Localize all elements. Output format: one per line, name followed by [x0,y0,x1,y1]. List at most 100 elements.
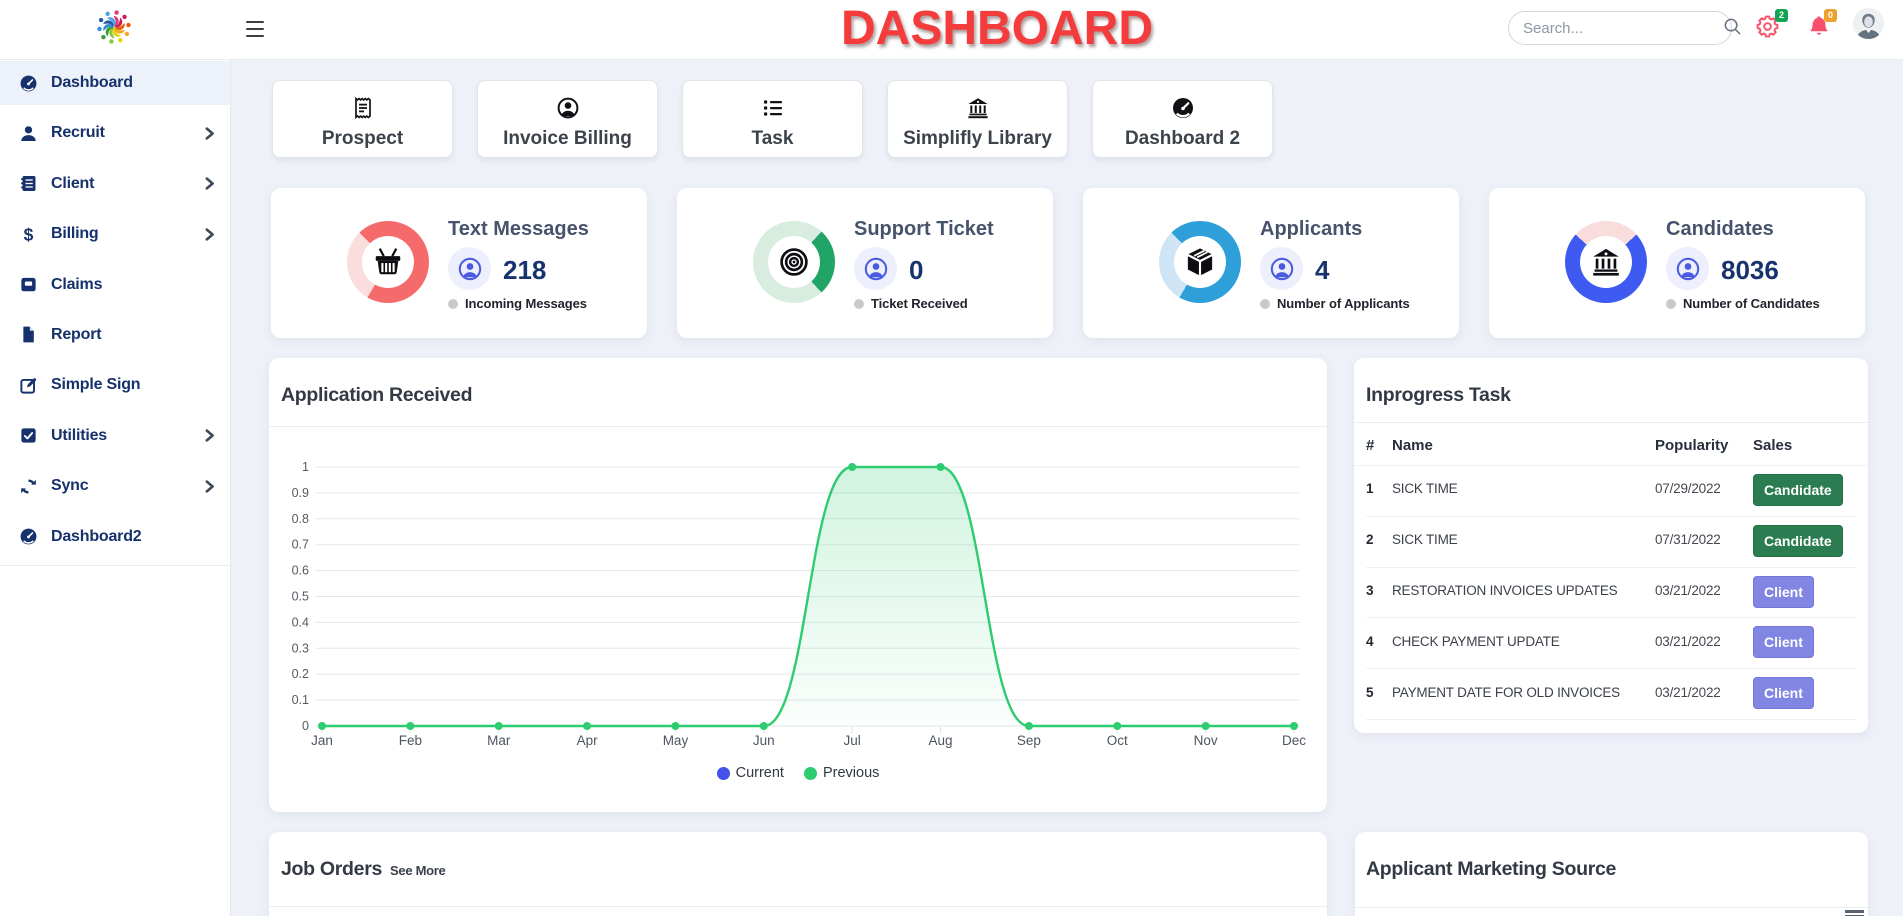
task-row-tag[interactable]: Candidate [1753,473,1843,506]
task-row-num: 4 [1366,633,1374,649]
legend-item-current[interactable]: Current [716,765,784,781]
task-row-tag[interactable]: Client [1753,575,1814,608]
task-row-tag[interactable]: Client [1753,626,1814,659]
target-icon [780,248,808,276]
speedometer-icon [1172,98,1193,118]
shortcut-invoice-billing[interactable]: Invoice Billing [477,80,658,158]
application-received-chart: 0 0.1 0.2 0.3 0.4 0.5 0.6 0.7 0.8 0.9 1 Jan Feb Mar Ap… [292,460,1307,748]
stat-card-applicants: Applicants 4 Number of Applicants [1083,188,1459,338]
legend-item-previous[interactable]: Previous [803,765,880,781]
app-header: DASHBOARD 2 0 [0,0,1903,60]
submenu-chevron-wrap [202,479,217,494]
sidebar-item-sync[interactable]: Sync [0,464,230,508]
x-tick-label: Apr [577,733,599,748]
sidebar-item-dashboard2[interactable]: Dashboard2 [0,515,230,559]
inprogress-task-card: Inprogress Task # Name Popularity Sales 1 SIC… [1354,358,1868,733]
ballot-icon [20,277,36,292]
y-tick-label: 0.1 [292,693,309,707]
caption-dot-icon [448,298,458,309]
sidebar-item-utilities[interactable]: Utilities [0,414,230,458]
sidebar-item-recruit[interactable]: Recruit [0,111,230,155]
stat-value: 8036 [1721,255,1779,285]
task-row-num: 2 [1366,532,1374,548]
user-avatar[interactable] [1853,8,1884,39]
y-tick-label: 1 [302,460,309,474]
shortcut-prospect[interactable]: Prospect [272,80,453,158]
donut-hole [1580,236,1632,288]
chart-point[interactable] [406,722,415,730]
y-tick-label: 0.5 [292,590,309,604]
chart-point[interactable] [1113,722,1122,730]
sidebar-item-report[interactable]: Report [0,313,230,357]
chart-point[interactable] [936,463,945,471]
chart-point[interactable] [318,722,326,730]
task-row-date: 03/21/2022 [1655,633,1721,649]
task-row-tag[interactable]: Candidate [1753,524,1843,557]
gear-icon[interactable] [1756,15,1779,38]
stat-title: Support Ticket [854,218,994,240]
shortcut-icon-wrap [888,96,1067,120]
bell-icon[interactable] [1807,14,1831,38]
bank-icon [967,98,988,119]
legend-label: Previous [822,765,880,781]
person-circle-icon [458,257,481,280]
sidebar-item-billing[interactable]: $ Billing [0,212,230,256]
caption-dot-icon [854,298,864,309]
logo-swirl-icon [97,10,131,44]
chart-point[interactable] [759,722,768,730]
see-more-link[interactable]: See More [390,863,446,878]
sidebar-item-client[interactable]: Client [0,162,230,206]
stat-caption: Number of Applicants [1277,296,1410,311]
shortcut-icon-wrap [273,96,452,120]
sidebar-item-dashboard[interactable]: Dashboard [0,61,230,105]
shortcut-simplifly-library[interactable]: Simplifly Library [887,80,1068,158]
sidebar-item-label: Dashboard [51,74,133,91]
sidebar-item-label: Report [51,325,102,343]
shortcut-task[interactable]: Task [682,80,863,158]
stat-title: Text Messages [448,218,589,240]
x-tick-label: May [663,733,689,748]
shortcut-icon-wrap [1093,96,1272,120]
chart-point[interactable] [494,722,503,730]
job-orders-card: Job Orders See More [269,832,1327,916]
shortcut-dashboard-2[interactable]: Dashboard 2 [1092,80,1273,158]
sidebar-item-simple-sign[interactable]: Simple Sign [0,363,230,407]
avatar-icon[interactable] [1853,8,1884,39]
shortcut-label: Dashboard 2 [1124,128,1241,149]
x-tick-label: Jan [311,733,333,748]
search-input[interactable] [1523,19,1722,37]
notifications-button[interactable] [1807,14,1831,43]
y-tick-label: 0.2 [292,667,309,681]
chart-point[interactable] [583,722,592,730]
search-box [1508,11,1741,45]
chart-point[interactable] [671,722,680,730]
person-circle-icon [1270,257,1293,280]
search-icon[interactable] [1722,16,1742,41]
chart-point[interactable] [848,463,857,471]
task-row-name: SICK TIME [1392,532,1458,548]
menu-bar [246,34,264,37]
submenu-chevron-wrap [202,176,217,191]
y-tick-label: 0.7 [292,538,309,552]
chart-point[interactable] [1290,722,1299,730]
page-title: DASHBOARD [841,2,1153,55]
stat-caption-row: Ticket Received [854,296,968,311]
chart-point[interactable] [1024,722,1033,730]
x-tick-label: Dec [1282,733,1306,748]
sidebar-item-claims[interactable]: Claims [0,263,230,307]
x-tick-label: Feb [399,733,422,748]
donut-hole [768,236,820,288]
chart-legend: Current Previous [269,765,1327,781]
settings-button[interactable] [1756,15,1779,43]
user-circle-icon [557,97,578,119]
task-row-name: CHECK PAYMENT UPDATE [1392,633,1560,649]
y-tick-label: 0.6 [292,564,309,578]
chart-point[interactable] [1201,722,1210,730]
magnifier-icon[interactable] [1722,16,1742,36]
sidebar-item-label: Claims [51,275,103,293]
chart-context-menu-icon[interactable] [1845,910,1864,916]
task-row-tag[interactable]: Client [1753,677,1814,710]
tasks-col-header: Popularity [1655,437,1729,454]
menu-toggle-icon[interactable] [246,21,264,38]
tasks-col-header: Name [1392,437,1433,454]
